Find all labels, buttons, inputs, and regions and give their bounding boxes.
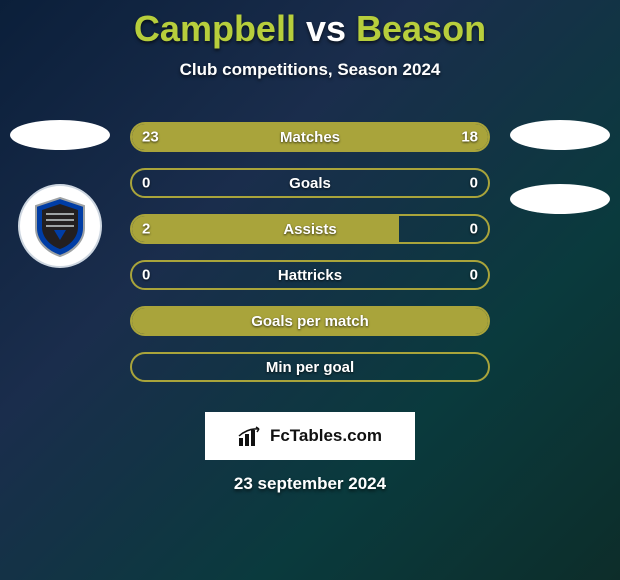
right-player-slot (510, 120, 610, 268)
page-title: Campbell vs Beason (0, 0, 620, 50)
stat-right-value: 0 (470, 175, 478, 192)
stat-bars: 23 18 Matches 0 0 Goals 2 0 Assists 0 0 Hattricks Go… (130, 122, 490, 382)
stat-bar: 2 0 Assists (130, 214, 490, 244)
stat-left-value: 2 (142, 221, 150, 238)
watermark: FcTables.com (205, 412, 415, 460)
right-club-badge-placeholder (510, 184, 610, 214)
stat-label: Goals per match (251, 313, 369, 330)
stat-bar: 0 0 Goals (130, 168, 490, 198)
footer-date: 23 september 2024 (0, 474, 620, 494)
stat-bar: 23 18 Matches (130, 122, 490, 152)
stat-label: Min per goal (266, 359, 354, 376)
watermark-text: FcTables.com (270, 426, 382, 446)
stat-left-value: 0 (142, 175, 150, 192)
stat-right-value: 18 (461, 129, 478, 146)
comparison-card: Campbell vs Beason Club competitions, Se… (0, 0, 620, 580)
stat-left-value: 23 (142, 129, 159, 146)
subtitle: Club competitions, Season 2024 (0, 60, 620, 80)
stat-label: Hattricks (278, 267, 342, 284)
title-right-player: Beason (356, 8, 486, 49)
left-club-badge (18, 184, 102, 268)
stat-label: Goals (289, 175, 331, 192)
stat-left-value: 0 (142, 267, 150, 284)
stat-label: Assists (283, 221, 336, 238)
fctables-logo-icon (238, 426, 264, 446)
club-shield-icon (28, 194, 92, 258)
stat-right-value: 0 (470, 221, 478, 238)
left-player-slot (10, 120, 110, 268)
stat-bar: Goals per match (130, 306, 490, 336)
title-vs: vs (296, 8, 356, 49)
stat-bar: Min per goal (130, 352, 490, 382)
right-player-avatar-placeholder (510, 120, 610, 150)
title-left-player: Campbell (134, 8, 296, 49)
stat-label: Matches (280, 129, 340, 146)
stat-bar: 0 0 Hattricks (130, 260, 490, 290)
stat-right-value: 0 (470, 267, 478, 284)
stat-bar-left-fill (132, 216, 399, 242)
left-player-avatar-placeholder (10, 120, 110, 150)
